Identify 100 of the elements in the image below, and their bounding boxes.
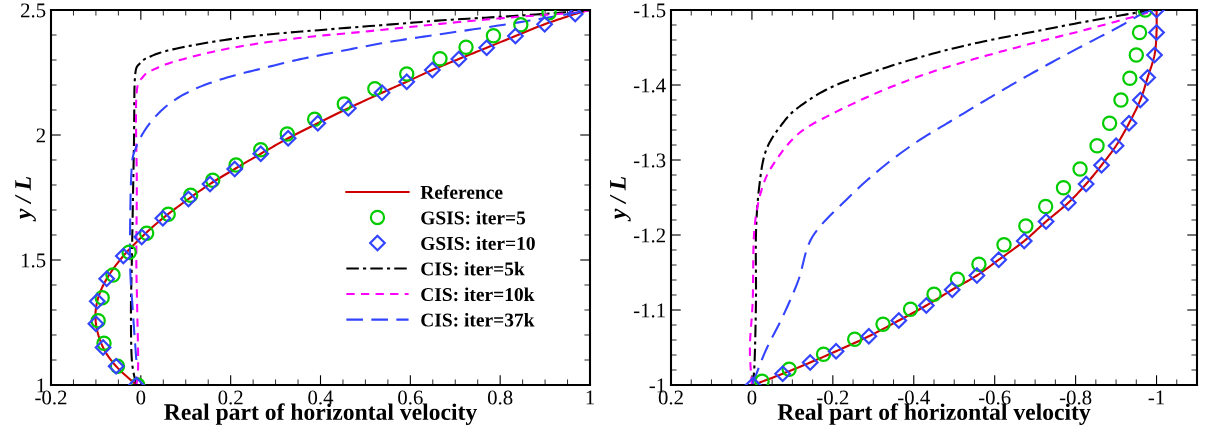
point [98,270,116,288]
y-tick-label: -1.2 [633,228,665,243]
point [458,39,474,55]
point [1139,69,1157,86]
point [279,129,297,147]
y-tick-label: -1.4 [633,78,666,93]
point [949,271,966,287]
y-axis-title: y / L [610,176,631,222]
point [846,331,863,347]
x-tick-label: 0.2 [218,390,243,405]
point [1018,218,1034,234]
point [990,251,1008,269]
point [902,301,919,317]
y-tick-label: -1.1 [633,303,665,318]
y-tick-label: 2.5 [21,3,46,18]
legend-label: CIS: iter=37k [421,312,535,327]
point [228,157,244,173]
point [309,114,327,132]
point [114,247,132,265]
x-tick-label: 0.4 [308,390,334,405]
y-axis-title: y / L [15,176,36,222]
point [1131,91,1149,109]
point [478,39,496,57]
point [1089,138,1105,154]
point [860,327,878,345]
point [87,315,105,333]
point [507,27,524,45]
point [1131,24,1148,41]
point [890,312,908,329]
x-tick-label: -1 [1148,390,1164,405]
x-tick-label: -0.4 [898,390,930,405]
point [306,111,323,127]
point [94,339,112,356]
point [536,15,554,33]
point [1148,24,1165,41]
point [450,50,468,68]
point [367,81,383,97]
point [182,187,199,203]
legend-label: CIS: iter=10k [421,287,535,302]
point [336,96,353,112]
point [1101,115,1118,131]
point [875,316,891,332]
point [160,206,176,222]
point [94,290,110,306]
x-tick-label: -0.8 [1059,390,1092,405]
point [138,225,155,241]
point [815,346,832,362]
point [1146,46,1163,64]
point [1077,175,1095,193]
point [1059,194,1077,212]
point [96,335,112,351]
point [996,237,1012,253]
point [253,142,269,158]
point [339,99,357,117]
point [133,228,151,246]
point [423,61,441,79]
point [827,342,845,360]
point [968,267,986,284]
y-tick-label: 2 [36,128,45,143]
point [90,313,106,329]
point [1055,180,1072,196]
point [1120,114,1138,132]
point [774,365,792,383]
point [943,281,961,299]
point [279,126,295,142]
point [432,51,448,67]
legend-label: GSIS: iter=5 [421,210,526,225]
x-tick-label: 1 [586,390,594,405]
point [373,84,391,102]
x-tick-label: 0.6 [398,390,423,405]
point [226,160,244,178]
legend-label: Reference [420,185,503,199]
point [201,175,219,193]
point [1122,70,1138,86]
point [1037,213,1055,230]
point [88,292,106,310]
point [1093,156,1110,174]
point [971,256,987,272]
point [781,361,797,377]
point [926,286,942,302]
x-tick-label: 0 [747,390,757,405]
y-tick-label: -1.5 [633,3,666,18]
point [801,354,819,371]
point [399,66,415,82]
x-tick-label: 0.8 [487,390,513,405]
point [121,244,137,260]
point [1015,232,1033,250]
point [1128,47,1145,63]
point [154,209,172,227]
point [252,145,270,163]
point [204,172,221,188]
point [180,190,197,208]
y-tick-label: 1.5 [21,253,46,268]
y-tick-label: -1.3 [633,153,666,168]
legend-label: CIS: iter=5k [421,261,525,276]
x-tick-label: -0.6 [978,390,1011,405]
point [1113,92,1129,108]
legend-label: GSIS: iter=10 [421,236,535,251]
x-tick-label: 0 [136,390,146,405]
point [485,28,502,44]
